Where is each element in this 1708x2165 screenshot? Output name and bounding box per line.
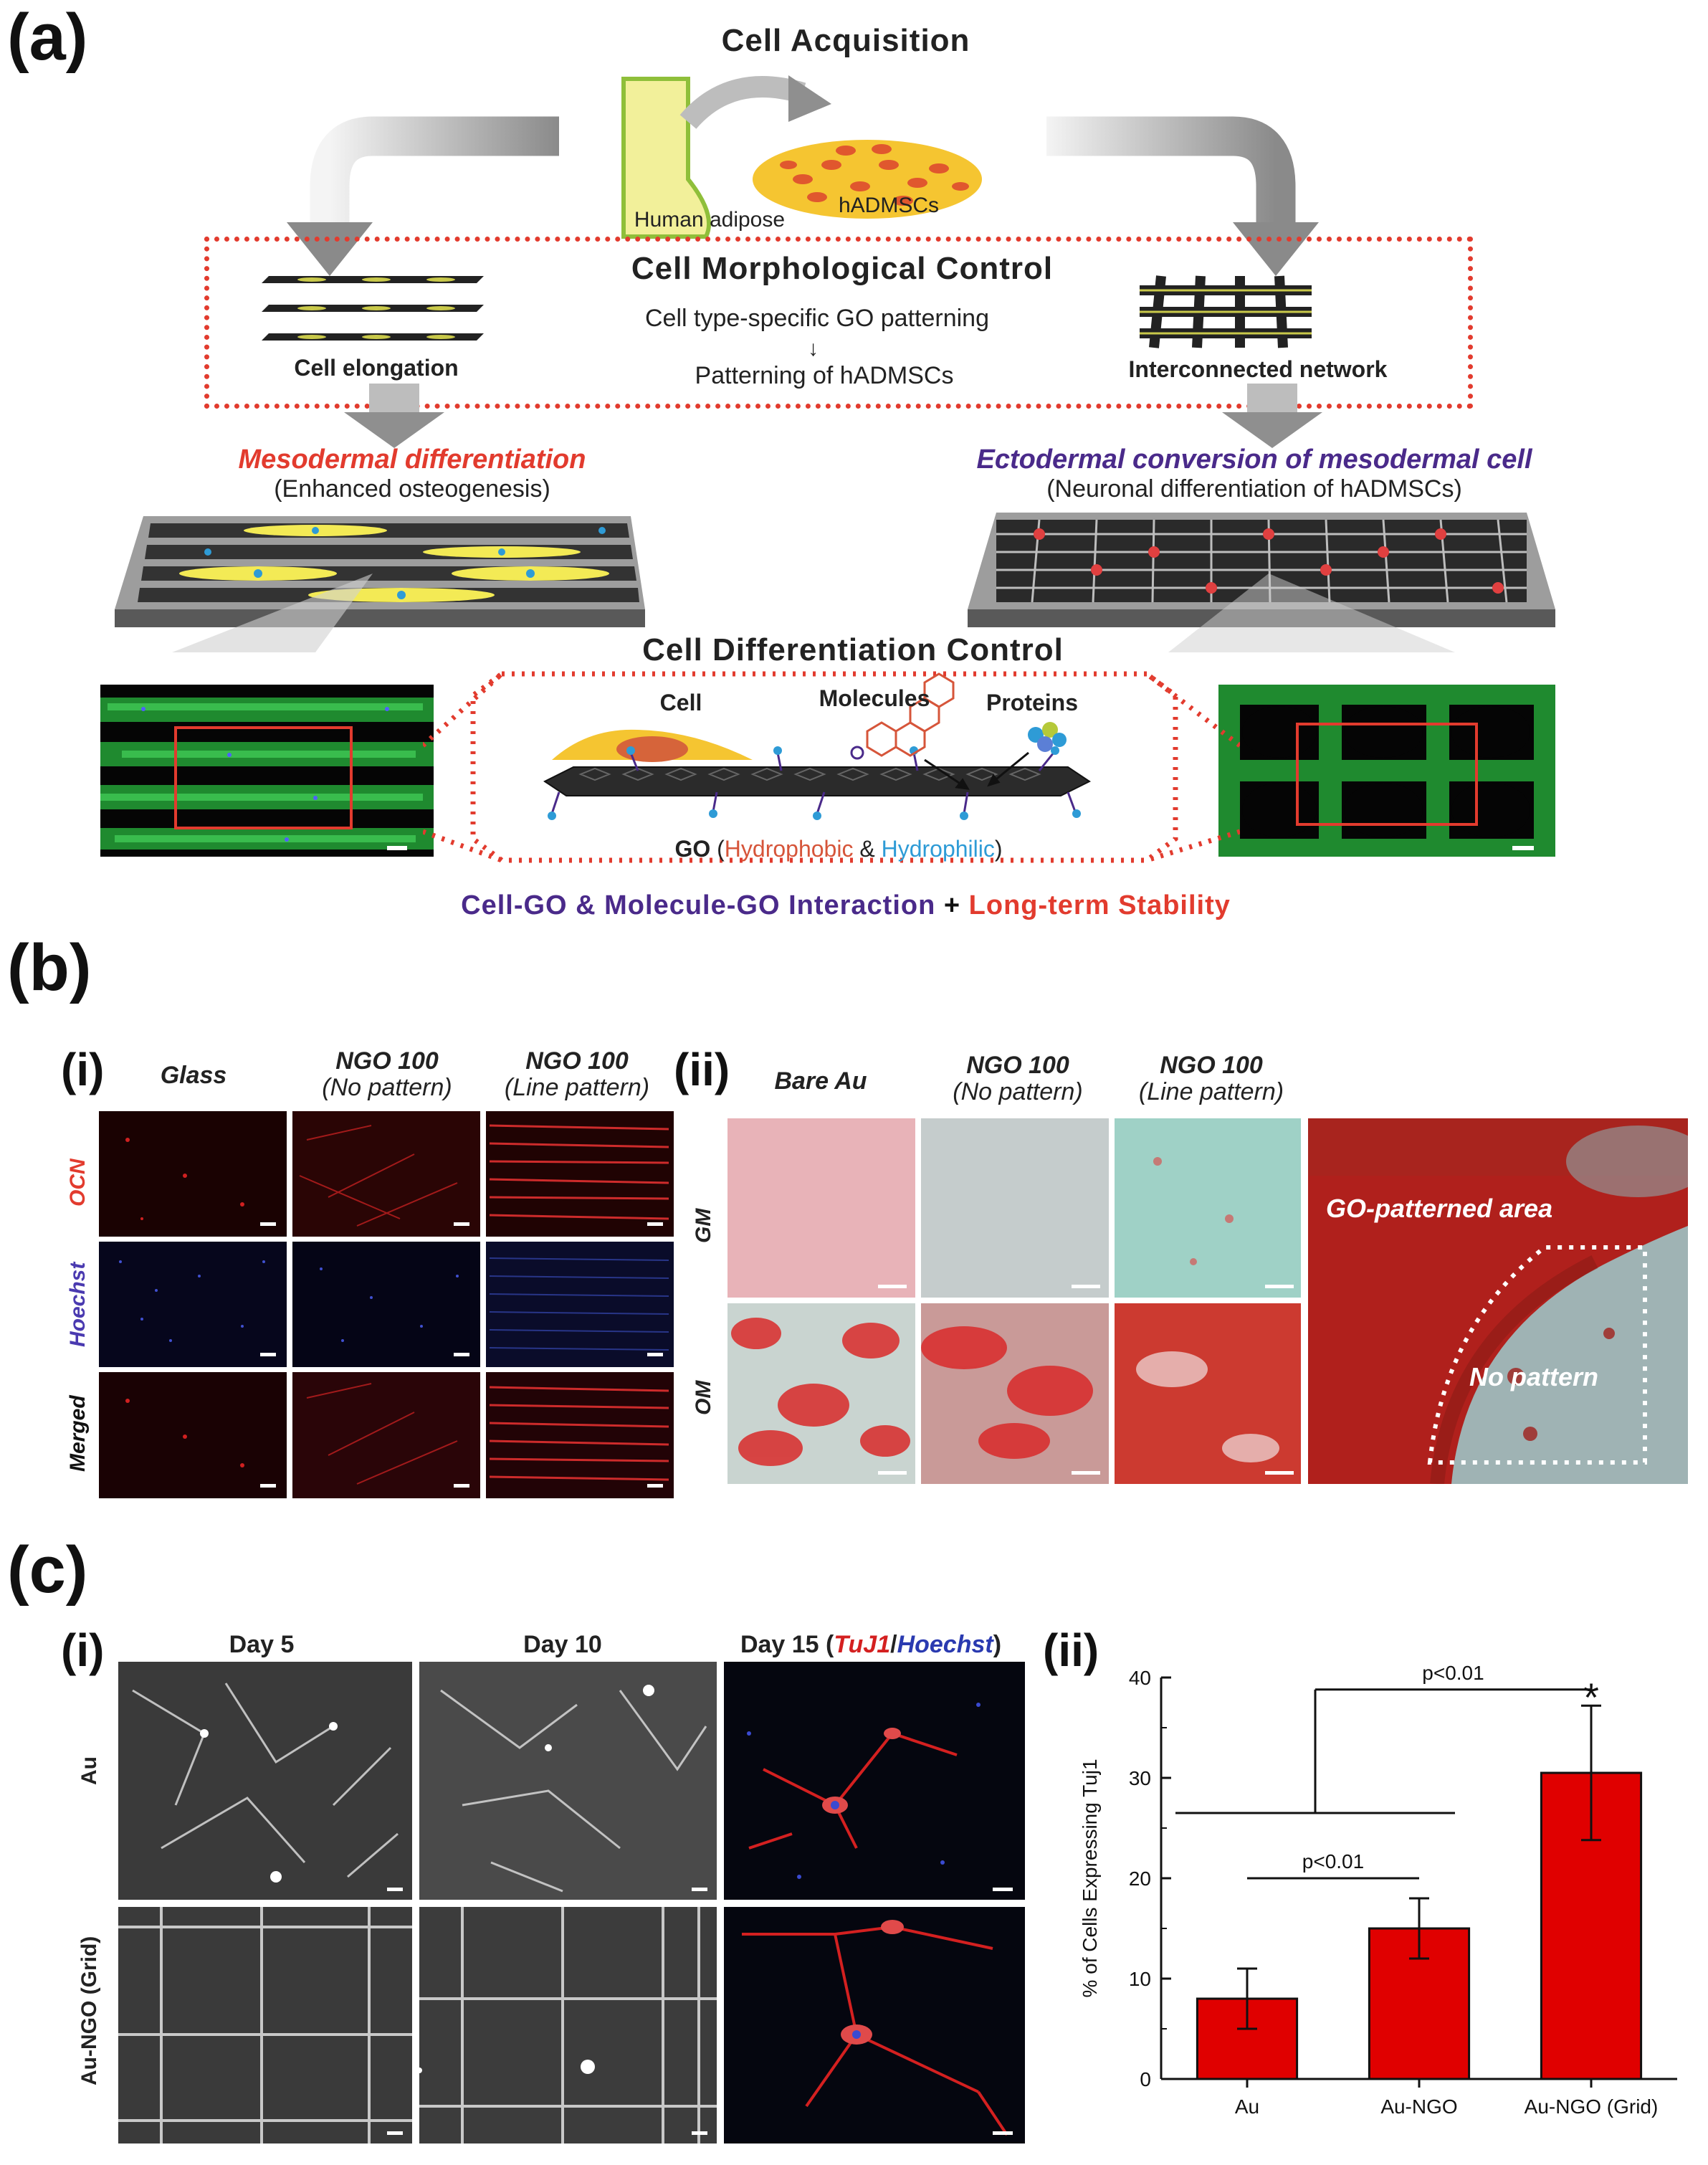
ectodermal-title: Ectodermal conversion of mesodermal cell xyxy=(976,444,1532,475)
y-tick-label: 20 xyxy=(1129,1867,1151,1890)
x-tick-label: Au xyxy=(1235,2095,1259,2118)
panel-c-i-letter: (i) xyxy=(61,1624,105,1676)
b-i-row-hoechst: Hoechst xyxy=(66,1262,90,1348)
x-tick-label: Au-NGO (Grid) xyxy=(1525,2095,1659,2118)
go-legend-close: ) xyxy=(994,836,1003,862)
mesodermal-subtitle: (Enhanced osteogenesis) xyxy=(274,475,550,503)
cell-acquisition-illustration xyxy=(287,75,1319,276)
cell-elongation-label: Cell elongation xyxy=(294,355,459,381)
line-pattern-micrograph xyxy=(100,685,434,857)
y-tick-label: 10 xyxy=(1129,1968,1151,1990)
b-ii-row-gm: GM xyxy=(692,1208,715,1244)
go-legend-hydrophobic: Hydrophobic xyxy=(724,836,854,862)
no-pattern-label: No pattern xyxy=(1469,1362,1598,1391)
ectodermal-platform xyxy=(968,513,1555,652)
panel-a-letter: (a) xyxy=(7,1,88,74)
b-i-col-ngo-nopattern-sub: (No pattern) xyxy=(322,1074,452,1102)
mesodermal-title: Mesodermal differentiation xyxy=(238,444,586,475)
c-col-day5: Day 5 xyxy=(229,1631,295,1658)
y-tick-label: 40 xyxy=(1129,1667,1151,1689)
y-axis-label: % of Cells Expressing Tuj1 xyxy=(1079,1759,1101,1997)
hadmscs-label: hADMSCs xyxy=(838,194,940,217)
morphological-control-box xyxy=(204,237,1473,409)
morph-line1: Cell type-specific GO patterning xyxy=(645,305,989,332)
cell-label: Cell xyxy=(659,690,702,715)
c-row-au-ngo-grid: Au-NGO (Grid) xyxy=(77,1936,101,2086)
molecules-label: Molecules xyxy=(819,685,930,711)
b-ii-col-ngo-nopattern: NGO 100 (No pattern) xyxy=(921,1052,1115,1106)
c-day15-tuj1: TuJ1 xyxy=(834,1631,891,1658)
b-ii-col-ngo-nopattern-title: NGO 100 xyxy=(966,1052,1069,1079)
c-i-image-grid xyxy=(118,1662,1025,2143)
down-arrow-icon: ↓ xyxy=(808,337,819,361)
sig-label-1: p<0.01 xyxy=(1302,1850,1364,1873)
c-day15-slash: / xyxy=(890,1631,897,1658)
morphological-control-title: Cell Morphological Control xyxy=(631,251,1054,286)
cell-acquisition-title: Cell Acquisition xyxy=(721,23,970,58)
tuj1-bar-chart: 0 10 20 30 40 % of Cells Expressing Tuj1 Au Au-… xyxy=(1079,1662,1677,2118)
panel-c-letter: (c) xyxy=(7,1533,88,1607)
c-day15-hoechst: Hoechst xyxy=(897,1631,993,1658)
b-ii-image-grid xyxy=(727,1118,1301,1484)
b-ii-col-bareau: Bare Au xyxy=(727,1067,914,1095)
go-patterned-area-label: GO-patterned area xyxy=(1326,1194,1553,1223)
human-adipose-label: Human adipose xyxy=(634,208,786,232)
x-tick-label: Au-NGO xyxy=(1380,2095,1457,2118)
b-ii-row-om: OM xyxy=(692,1380,715,1416)
panel-c-ii-letter: (ii) xyxy=(1043,1624,1099,1676)
panel-b-letter: (b) xyxy=(7,931,92,1004)
panel-b-i-letter: (i) xyxy=(61,1044,105,1095)
b-ii-col-bareau-title: Bare Au xyxy=(774,1067,867,1095)
grid-pattern-illustration xyxy=(1140,275,1312,348)
go-legend-go: GO xyxy=(674,836,711,862)
interconnected-network-label: Interconnected network xyxy=(1128,356,1388,382)
interaction-summary-plus: + xyxy=(935,890,969,920)
b-ii-col-ngo-linepattern-title: NGO 100 xyxy=(1160,1052,1263,1079)
differentiation-control-title: Cell Differentiation Control xyxy=(642,632,1064,667)
b-i-col-ngo-linepattern-sub: (Line pattern) xyxy=(504,1074,650,1102)
go-legend-amp: & xyxy=(853,836,882,862)
b-i-row-merged: Merged xyxy=(66,1395,90,1472)
c-day15-suffix: ) xyxy=(993,1631,1002,1658)
b-ii-col-ngo-linepattern: NGO 100 (Line pattern) xyxy=(1115,1052,1308,1106)
significance-star: * xyxy=(1583,1675,1599,1720)
interaction-summary-purple: Cell-GO & Molecule-GO Interaction xyxy=(461,890,936,920)
sig-label-2: p<0.01 xyxy=(1422,1662,1484,1684)
b-i-col-ngo-nopattern-title: NGO 100 xyxy=(335,1047,439,1075)
b-i-image-grid xyxy=(99,1111,674,1498)
interaction-summary-red: Long-term Stability xyxy=(968,890,1231,920)
ectodermal-subtitle: (Neuronal differentiation of hADMSCs) xyxy=(1046,475,1462,503)
panel-b-ii-letter: (ii) xyxy=(674,1044,730,1095)
left-down-arrow xyxy=(344,384,444,448)
proteins-label: Proteins xyxy=(986,690,1079,715)
b-i-row-ocn: OCN xyxy=(66,1158,90,1207)
y-tick-label: 30 xyxy=(1129,1767,1151,1789)
b-i-col-ngo-linepattern-title: NGO 100 xyxy=(525,1047,629,1075)
b-ii-col-ngo-linepattern-sub: (Line pattern) xyxy=(1138,1078,1284,1106)
interaction-summary: Cell-GO & Molecule-GO Interaction + Long… xyxy=(215,890,1476,921)
b-i-col-glass-title: Glass xyxy=(160,1062,227,1089)
b-i-col-ngo-linepattern: NGO 100 (Line pattern) xyxy=(484,1047,670,1102)
right-down-arrow xyxy=(1222,384,1322,448)
go-patterned-zoom-image xyxy=(1308,1118,1688,1484)
b-i-col-glass: Glass xyxy=(100,1062,287,1089)
c-day15-prefix: Day 15 ( xyxy=(740,1631,834,1658)
b-i-col-ngo-nopattern: NGO 100 (No pattern) xyxy=(294,1047,480,1102)
go-legend-open: ( xyxy=(710,836,725,862)
c-col-day15: Day 15 (TuJ1/Hoechst) xyxy=(717,1631,1025,1659)
go-legend: GO (Hydrophobic & Hydrophilic) xyxy=(588,836,1089,862)
line-pattern-illustration xyxy=(262,276,484,341)
grid-pattern-micrograph xyxy=(1218,685,1555,857)
go-legend-hydrophilic: Hydrophilic xyxy=(881,836,995,862)
morph-line2: Patterning of hADMSCs xyxy=(695,362,954,389)
y-tick-label: 0 xyxy=(1140,2068,1151,2090)
b-ii-col-ngo-nopattern-sub: (No pattern) xyxy=(953,1078,1083,1106)
mesodermal-platform xyxy=(115,516,645,652)
c-col-day10: Day 10 xyxy=(523,1631,602,1658)
c-row-au: Au xyxy=(77,1756,101,1785)
go-interaction-diagram xyxy=(423,671,1240,863)
